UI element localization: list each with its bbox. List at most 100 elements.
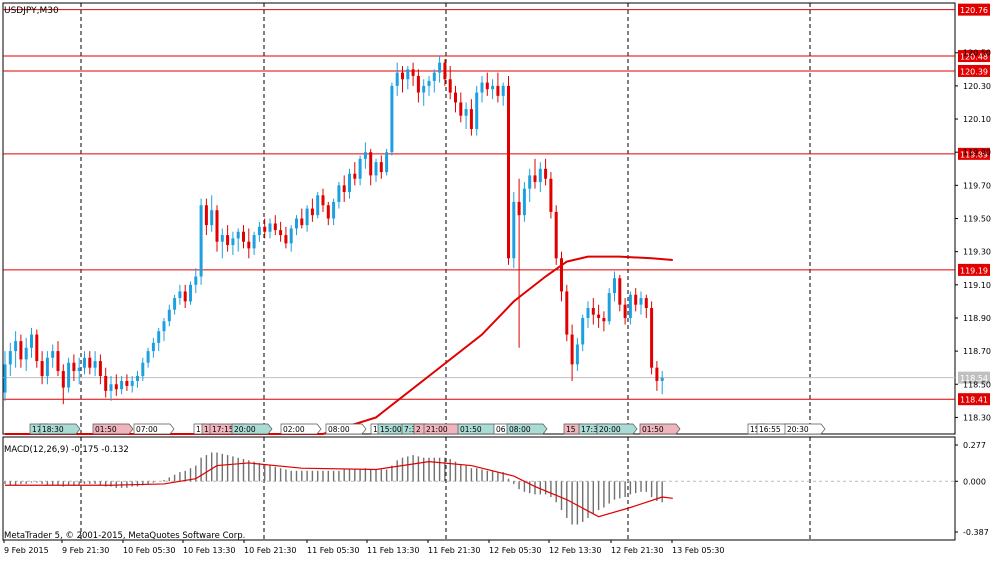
candle-body bbox=[72, 362, 76, 372]
candle-body bbox=[194, 276, 198, 285]
event-marker-label: 18:30 bbox=[42, 425, 64, 434]
time-tick-label: 9 Feb 2015 bbox=[4, 546, 49, 555]
candle-body bbox=[353, 173, 357, 179]
candle-body bbox=[263, 226, 267, 232]
event-marker[interactable] bbox=[133, 423, 175, 435]
candle-body bbox=[167, 309, 171, 322]
candle-body bbox=[348, 173, 351, 192]
candle-body bbox=[607, 293, 611, 322]
event-marker-label: 1 bbox=[196, 425, 201, 434]
candle-body bbox=[660, 377, 664, 381]
main-panel-border bbox=[2, 2, 956, 435]
candle-body bbox=[507, 85, 510, 259]
level-label: 120.76 bbox=[960, 6, 988, 15]
candle-body bbox=[130, 380, 134, 386]
candle-body bbox=[109, 384, 113, 391]
event-marker-label: 20:00 bbox=[599, 425, 621, 434]
event-marker[interactable] bbox=[92, 423, 134, 435]
moving-average-line bbox=[5, 255, 673, 435]
event-marker[interactable] bbox=[325, 423, 367, 435]
candle-body bbox=[3, 364, 7, 393]
event-marker-label: 21:00 bbox=[426, 425, 448, 434]
event-marker-label: 7:3 bbox=[404, 425, 416, 434]
candle-body bbox=[326, 205, 330, 219]
candle-body bbox=[40, 361, 44, 376]
candle-body bbox=[363, 152, 367, 159]
price-tick-label: 120.10 bbox=[963, 115, 991, 124]
candle-body bbox=[204, 205, 208, 226]
candle-body bbox=[279, 230, 283, 236]
event-marker[interactable] bbox=[596, 423, 638, 435]
level-tag bbox=[958, 64, 990, 77]
candle-body bbox=[93, 361, 97, 368]
candle-body bbox=[644, 298, 648, 309]
candle-body bbox=[247, 241, 251, 249]
candle-body bbox=[61, 371, 65, 388]
candle-body bbox=[30, 334, 33, 348]
candle-body bbox=[422, 85, 426, 93]
candle-body bbox=[544, 168, 548, 179]
event-marker-label: 06 bbox=[496, 425, 506, 434]
price-tick-label: 118.30 bbox=[963, 413, 991, 422]
candle-body bbox=[141, 362, 145, 376]
level-tag bbox=[958, 50, 990, 63]
candle-body bbox=[104, 375, 108, 391]
macd-tick-label: 0.000 bbox=[963, 477, 986, 486]
candle-body bbox=[379, 162, 383, 173]
candle-body bbox=[512, 201, 516, 259]
candle-body bbox=[475, 92, 479, 129]
candlesticks bbox=[3, 56, 664, 405]
time-tick-label: 9 Feb 21:30 bbox=[62, 546, 109, 555]
candle-body bbox=[295, 218, 298, 229]
event-marker[interactable] bbox=[784, 423, 826, 435]
candle-body bbox=[395, 72, 399, 86]
candle-body bbox=[231, 238, 235, 246]
candle-body bbox=[268, 223, 272, 232]
candle-body bbox=[342, 185, 346, 192]
event-marker-label: 17:15 bbox=[212, 425, 234, 434]
event-marker[interactable] bbox=[506, 423, 548, 435]
event-marker-label: 20:30 bbox=[787, 425, 809, 434]
time-tick-label: 12 Feb 13:30 bbox=[549, 546, 601, 555]
candle-body bbox=[443, 62, 447, 80]
event-marker-label: 08:00 bbox=[328, 425, 350, 434]
candle-body bbox=[199, 205, 203, 277]
event-marker[interactable] bbox=[639, 423, 681, 435]
candle-body bbox=[385, 152, 389, 173]
candle-body bbox=[257, 226, 261, 236]
candle-body bbox=[401, 72, 404, 80]
candle-body bbox=[427, 80, 431, 86]
candle-body bbox=[210, 210, 214, 226]
candle-body bbox=[173, 298, 177, 310]
time-tick-label: 10 Feb 21:30 bbox=[244, 546, 296, 555]
candle-body bbox=[560, 258, 563, 292]
candle-body bbox=[157, 331, 161, 343]
candle-body bbox=[226, 235, 230, 246]
candle-body bbox=[570, 334, 574, 365]
candle-body bbox=[591, 308, 595, 315]
time-axis: 9 Feb 2015 9 Feb 21:30 10 Feb 05:30 10 Feb … bbox=[3, 540, 724, 555]
candle-body bbox=[634, 294, 638, 305]
time-tick-label: 11 Feb 05:30 bbox=[307, 546, 359, 555]
event-marker-label: 02:00 bbox=[283, 425, 305, 434]
candle-body bbox=[289, 228, 293, 244]
event-marker[interactable] bbox=[39, 423, 81, 435]
candle-body bbox=[56, 351, 60, 372]
event-marker[interactable] bbox=[280, 423, 322, 435]
candle-body bbox=[51, 351, 55, 358]
candle-body bbox=[189, 284, 192, 302]
candle-body bbox=[613, 278, 616, 294]
candle-body bbox=[310, 208, 314, 216]
candle-body bbox=[554, 211, 558, 259]
time-tick-label: 13 Feb 05:30 bbox=[672, 546, 724, 555]
candle-body bbox=[496, 85, 500, 96]
level-label: 119.89 bbox=[960, 150, 988, 159]
event-marker[interactable] bbox=[231, 423, 273, 435]
macd-tick-label: 0.277 bbox=[963, 441, 986, 450]
candle-body bbox=[215, 210, 219, 242]
candle-body bbox=[655, 367, 659, 381]
level-label: 118.41 bbox=[960, 396, 988, 405]
candle-body bbox=[146, 351, 150, 363]
